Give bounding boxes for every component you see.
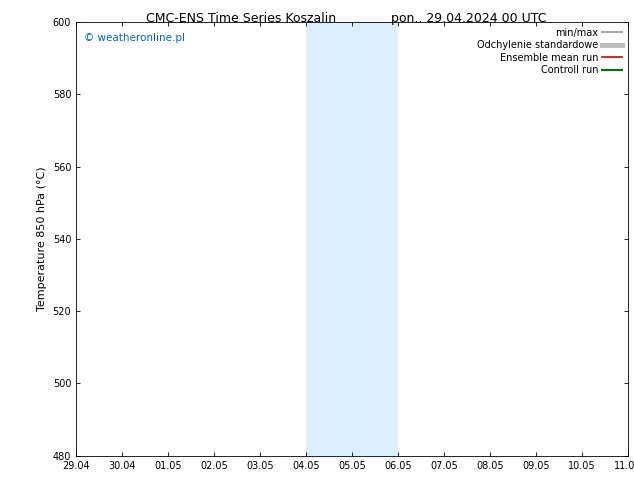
Legend: min/max, Odchylenie standardowe, Ensemble mean run, Controll run: min/max, Odchylenie standardowe, Ensembl… (474, 24, 626, 79)
Text: © weatheronline.pl: © weatheronline.pl (84, 33, 185, 43)
Text: pon.. 29.04.2024 00 UTC: pon.. 29.04.2024 00 UTC (391, 12, 547, 25)
Y-axis label: Temperature 850 hPa (°C): Temperature 850 hPa (°C) (37, 167, 47, 311)
Text: CMC-ENS Time Series Koszalin: CMC-ENS Time Series Koszalin (146, 12, 336, 25)
Bar (306, 22, 398, 456)
